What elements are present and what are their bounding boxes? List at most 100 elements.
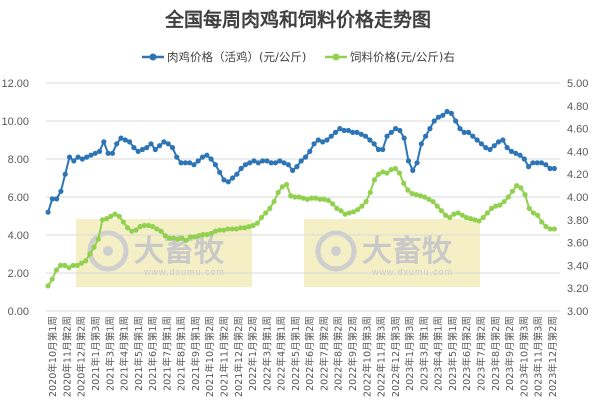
meat-point bbox=[195, 158, 201, 164]
feed-point bbox=[463, 214, 470, 221]
meat-point bbox=[290, 167, 296, 173]
meat-point bbox=[58, 188, 64, 194]
feed-point bbox=[233, 226, 239, 232]
meat-point bbox=[530, 160, 536, 166]
feed-point bbox=[434, 203, 440, 209]
feed-point bbox=[396, 170, 403, 176]
feed-point bbox=[313, 195, 319, 201]
meat-point bbox=[281, 160, 287, 166]
feed-point bbox=[83, 258, 89, 264]
x-tick-label: 2020年11月第2周 bbox=[61, 316, 73, 397]
x-tick-label: 2021年4月第1周 bbox=[119, 316, 131, 391]
feed-point bbox=[162, 233, 168, 239]
meat-point bbox=[225, 179, 231, 185]
feed-point bbox=[217, 227, 223, 233]
feed-point bbox=[363, 198, 369, 205]
legend-item-feed[interactable]: 饲料价格(元/公斤)右 bbox=[325, 50, 455, 64]
x-tick-label: 2021年7月第1周 bbox=[161, 316, 173, 391]
feed-point bbox=[196, 233, 202, 239]
feed-point bbox=[250, 222, 256, 229]
meat-point bbox=[139, 146, 146, 153]
x-tick-label: 2021年10月第2周 bbox=[204, 316, 216, 397]
meat-point bbox=[272, 160, 279, 166]
meat-point bbox=[435, 114, 442, 120]
feed-point bbox=[518, 185, 524, 191]
meat-point bbox=[204, 152, 210, 158]
meat-point bbox=[157, 143, 163, 149]
feed-point bbox=[99, 217, 106, 223]
feed-point bbox=[225, 226, 231, 232]
meat-point bbox=[547, 165, 553, 172]
legend-feed-marker bbox=[332, 53, 340, 61]
feed-point bbox=[304, 196, 311, 202]
meat-point bbox=[242, 162, 249, 168]
x-tick-label: 2023年8月第2周 bbox=[490, 316, 502, 391]
feed-point bbox=[371, 177, 378, 183]
x-tick-label: 2022年8月第2周 bbox=[333, 316, 345, 391]
meat-point bbox=[551, 165, 557, 172]
meat-point bbox=[521, 156, 527, 162]
feed-point bbox=[530, 210, 537, 216]
meat-point bbox=[84, 154, 90, 160]
feed-point bbox=[254, 220, 260, 226]
feed-point bbox=[472, 217, 478, 223]
x-tick-label: 2022年5月第1周 bbox=[290, 316, 302, 391]
feed-point bbox=[380, 169, 386, 175]
meat-point bbox=[208, 156, 214, 162]
meat-point bbox=[423, 133, 429, 139]
meat-point bbox=[324, 137, 330, 143]
feed-point bbox=[133, 227, 139, 233]
watermark-url: www.dxumu.com bbox=[371, 267, 453, 277]
legend-feed-label: 饲料价格(元/公斤)右 bbox=[350, 50, 455, 64]
meat-point bbox=[534, 160, 540, 166]
feed-point bbox=[455, 210, 461, 216]
watermark-logo-icon bbox=[331, 246, 341, 256]
meat-point bbox=[238, 165, 244, 172]
meat-point bbox=[508, 148, 515, 154]
meat-point bbox=[388, 129, 394, 135]
feed-point bbox=[170, 235, 177, 241]
meat-point bbox=[131, 145, 137, 151]
feed-point bbox=[49, 276, 55, 282]
feed-point bbox=[116, 213, 122, 219]
meat-point bbox=[182, 160, 188, 166]
meat-point bbox=[148, 141, 154, 147]
x-tick-label: 2022年10月第3周 bbox=[361, 316, 373, 397]
x-tick-label: 2020年12月第2周 bbox=[76, 316, 88, 397]
meat-point bbox=[54, 196, 60, 202]
meat-point bbox=[174, 154, 180, 160]
meat-point bbox=[187, 160, 193, 166]
legend-item-meat[interactable]: 肉鸡价格（活鸡）(元/公斤) bbox=[142, 50, 306, 64]
feed-point bbox=[141, 222, 147, 229]
meat-point bbox=[513, 150, 519, 156]
meat-point bbox=[144, 145, 150, 151]
feed-point bbox=[129, 228, 135, 234]
x-tick-label: 2022年9月第2周 bbox=[347, 316, 359, 391]
y-left-tick-label: 10.00 bbox=[1, 116, 29, 128]
feed-point bbox=[221, 227, 227, 233]
meat-point bbox=[414, 160, 420, 166]
feed-point bbox=[430, 198, 436, 205]
meat-point bbox=[307, 148, 313, 154]
meat-point bbox=[457, 126, 463, 132]
feed-point bbox=[501, 198, 507, 205]
meat-point bbox=[169, 145, 176, 151]
meat-point bbox=[264, 158, 270, 164]
y-right-tick-label: 5.00 bbox=[567, 78, 588, 90]
meat-point bbox=[362, 133, 369, 139]
meat-point bbox=[79, 156, 85, 162]
meat-point bbox=[212, 162, 218, 168]
meat-point bbox=[75, 154, 81, 160]
y-left-tick-label: 4.00 bbox=[8, 230, 29, 242]
feed-point bbox=[493, 203, 499, 209]
feed-point bbox=[442, 212, 449, 218]
feed-point bbox=[91, 244, 97, 250]
meat-point bbox=[474, 137, 480, 143]
feed-point bbox=[409, 190, 415, 197]
meat-point bbox=[375, 146, 382, 153]
legend-meat-marker bbox=[149, 53, 157, 61]
feed-point bbox=[58, 262, 64, 268]
feed-point bbox=[329, 201, 336, 207]
feed-point bbox=[275, 189, 281, 196]
